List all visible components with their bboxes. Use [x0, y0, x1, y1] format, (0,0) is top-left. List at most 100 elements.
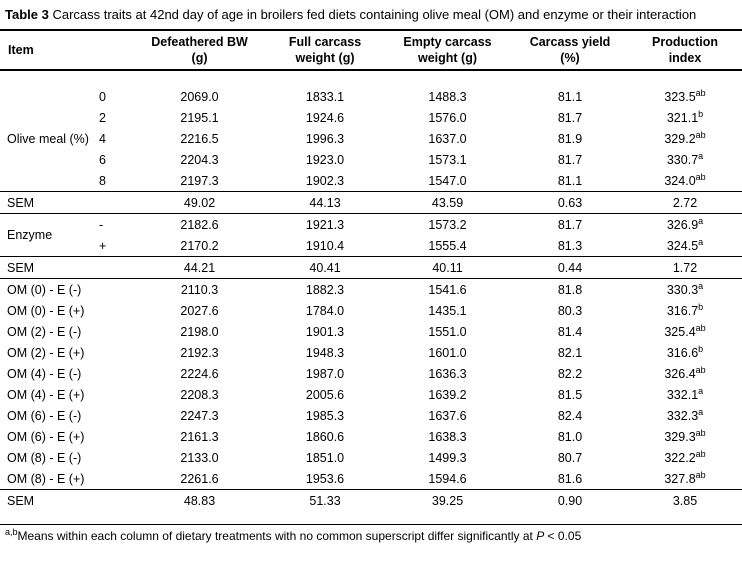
pi-value: 326.9 — [666, 217, 699, 232]
header-row: Item Defeathered BW (g) Full carcass wei… — [0, 30, 742, 70]
cell-carcass-yield: 81.6 — [557, 471, 583, 486]
table-row-interaction: OM (0) - E (-) 2110.3 1882.3 1541.6 81.8… — [0, 279, 742, 301]
table-row-interaction: OM (2) - E (+) 2192.3 1948.3 1601.0 82.1… — [0, 342, 742, 363]
pi-value: 316.6 — [666, 345, 699, 360]
table-row-interaction: OM (8) - E (-) 2133.0 1851.0 1499.3 80.7… — [0, 447, 742, 468]
cell-production-index: 324.5a — [628, 235, 742, 257]
footnote-p-symbol: P — [536, 529, 545, 543]
col-header-full-carcass: Full carcass weight (g) — [288, 35, 362, 65]
group-label-olive-meal: Olive meal (%) — [7, 131, 89, 146]
cell-carcass-yield: 81.1 — [557, 173, 583, 188]
cell-defeathered-bw: 2133.0 — [180, 450, 219, 465]
sem-label: SEM — [7, 493, 35, 508]
olive-level: 6 — [99, 152, 106, 167]
pi-value: 330.7 — [666, 152, 699, 167]
cell-production-index: 330.3a — [628, 279, 742, 301]
cell-empty-carcass: 43.59 — [431, 195, 464, 210]
table-row-interaction: OM (2) - E (-) 2198.0 1901.3 1551.0 81.4… — [0, 321, 742, 342]
cell-empty-carcass: 1637.0 — [428, 131, 467, 146]
pi-value: 326.4 — [664, 366, 696, 381]
cell-production-index: 316.6b — [628, 342, 742, 363]
pi-superscript: ab — [695, 323, 706, 334]
pi-value: 329.3 — [664, 429, 696, 444]
sem-row-enzyme: SEM 44.21 40.41 40.11 0.44 1.72 — [0, 256, 742, 279]
pi-value: 323.5 — [664, 89, 696, 104]
interaction-label: OM (8) - E (-) — [7, 450, 82, 465]
cell-production-index: 3.85 — [672, 493, 698, 508]
pi-value: 330.3 — [666, 282, 699, 297]
cell-production-index: 324.0ab — [628, 170, 742, 192]
cell-full-carcass: 1948.3 — [305, 345, 345, 360]
cell-full-carcass: 1987.0 — [305, 366, 345, 381]
cell-production-index: 316.7b — [628, 300, 742, 321]
pi-value: 324.0 — [664, 173, 696, 188]
pi-superscript: a — [698, 281, 704, 292]
cell-empty-carcass: 1601.0 — [428, 345, 467, 360]
cell-carcass-yield: 81.4 — [557, 324, 583, 339]
pi-superscript: b — [698, 344, 704, 355]
cell-production-index: 323.5ab — [628, 70, 742, 107]
cell-full-carcass: 1902.3 — [305, 173, 345, 188]
cell-full-carcass: 44.13 — [309, 195, 341, 210]
cell-empty-carcass: 1576.0 — [428, 110, 467, 125]
cell-empty-carcass: 1551.0 — [428, 324, 467, 339]
col-header-item: Item — [8, 43, 34, 57]
cell-empty-carcass: 1636.3 — [428, 366, 467, 381]
cell-production-index: 2.72 — [672, 195, 698, 210]
cell-full-carcass: 51.33 — [309, 493, 341, 508]
sem-row-interaction: SEM 48.83 51.33 39.25 0.90 3.85 — [0, 489, 742, 525]
table-row-olive-8: 8 2197.3 1902.3 1547.0 81.1 324.0ab — [0, 170, 742, 192]
table-row-olive-6: 6 2204.3 1923.0 1573.1 81.7 330.7a — [0, 149, 742, 170]
cell-full-carcass: 1953.6 — [305, 471, 345, 486]
cell-empty-carcass: 1541.6 — [428, 282, 467, 297]
pi-superscript: a — [698, 407, 704, 418]
cell-defeathered-bw: 2170.2 — [180, 238, 219, 253]
cell-carcass-yield: 81.0 — [557, 429, 583, 444]
footnote-text: Means within each column of dietary trea… — [17, 529, 537, 543]
sem-label: SEM — [7, 260, 35, 275]
pi-value: 316.7 — [666, 303, 699, 318]
pi-value: 329.2 — [664, 131, 696, 146]
group-label-enzyme: Enzyme — [7, 228, 53, 242]
table-footnote: a,bMeans within each column of dietary t… — [0, 528, 742, 544]
cell-defeathered-bw: 2204.3 — [180, 152, 219, 167]
cell-empty-carcass: 1638.3 — [428, 429, 467, 444]
pi-superscript: a — [698, 386, 704, 397]
cell-full-carcass: 2005.6 — [305, 387, 345, 402]
col-header-defeathered-bw: Defeathered BW (g) — [151, 35, 248, 65]
cell-defeathered-bw: 2027.6 — [180, 303, 219, 318]
enzyme-level: - — [99, 217, 104, 232]
pi-value: 324.5 — [666, 238, 699, 253]
cell-full-carcass: 1882.3 — [305, 282, 345, 297]
cell-defeathered-bw: 2224.6 — [180, 366, 219, 381]
cell-full-carcass: 1851.0 — [305, 450, 345, 465]
cell-carcass-yield: 0.63 — [557, 195, 583, 210]
cell-production-index: 329.2ab — [628, 128, 742, 149]
pi-value: 325.4 — [664, 324, 696, 339]
table-caption: Table 3 Carcass traits at 42nd day of ag… — [0, 0, 742, 23]
pi-value: 327.8 — [664, 471, 696, 486]
cell-defeathered-bw: 44.21 — [183, 260, 216, 275]
pi-superscript: ab — [695, 449, 706, 460]
interaction-label: OM (0) - E (+) — [7, 303, 85, 318]
cell-empty-carcass: 40.11 — [432, 260, 463, 275]
cell-full-carcass: 1924.6 — [305, 110, 345, 125]
cell-defeathered-bw: 48.83 — [183, 493, 216, 508]
col-header-carcass-yield: Carcass yield (%) — [529, 35, 611, 65]
cell-full-carcass: 1996.3 — [305, 131, 345, 146]
table-row-interaction: OM (6) - E (-) 2247.3 1985.3 1637.6 82.4… — [0, 405, 742, 426]
cell-empty-carcass: 1594.6 — [428, 471, 467, 486]
interaction-label: OM (2) - E (+) — [7, 345, 85, 360]
cell-defeathered-bw: 49.02 — [183, 195, 216, 210]
interaction-label: OM (8) - E (+) — [7, 471, 85, 486]
cell-carcass-yield: 81.3 — [557, 238, 583, 253]
cell-production-index: 1.72 — [672, 260, 698, 275]
cell-production-index: 330.7a — [628, 149, 742, 170]
cell-carcass-yield: 81.7 — [557, 217, 583, 232]
cell-empty-carcass: 1547.0 — [428, 173, 467, 188]
cell-empty-carcass: 1639.2 — [428, 387, 467, 402]
pi-superscript: ab — [695, 172, 706, 183]
table-row-interaction: OM (4) - E (-) 2224.6 1987.0 1636.3 82.2… — [0, 363, 742, 384]
table-row-olive-4: 4 2216.5 1996.3 1637.0 81.9 329.2ab — [0, 128, 742, 149]
cell-empty-carcass: 1573.2 — [428, 217, 467, 232]
